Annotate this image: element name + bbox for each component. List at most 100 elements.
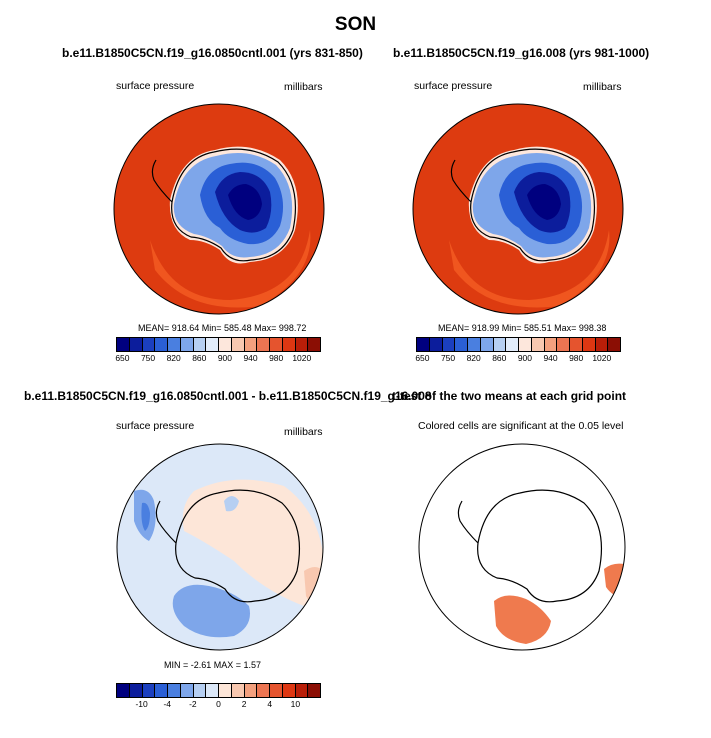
colorbar-swatch [142,684,156,697]
panel-3-colorbar: -10 -4 -2 0 2 4 10 [116,683,321,709]
colorbar-swatch [544,338,558,351]
panel-1-title: b.e11.B1850C5CN.f19_g16.0850cntl.001 (yr… [62,46,363,60]
colorbar-swatch [595,338,609,351]
colorbar-swatch [206,684,219,697]
colorbar-swatch [129,684,143,697]
colorbar-tick-label: 980 [569,353,584,363]
colorbar-tick-label: 860 [192,353,207,363]
panel-2-title: b.e11.B1850C5CN.f19_g16.008 (yrs 981-100… [393,46,650,60]
colorbar-swatch [168,684,181,697]
colorbar-tick-label: 940 [243,353,258,363]
panel-1-map [113,103,325,315]
colorbar-swatch [180,684,194,697]
panel-2-colorbar: 650 750 820 860 900 940 980 1020 [415,337,621,363]
colorbar-swatch [117,338,130,351]
colorbar-tick-label: 820 [166,353,181,363]
colorbar-tick-label: 2 [241,699,247,709]
colorbar-tick-label: 940 [543,353,558,363]
colorbar-tick-label: 1020 [292,353,312,363]
coastline [450,148,595,262]
map-boundary [412,103,624,315]
panel-3-stats: MIN = -2.61 MAX = 1.57 [164,660,262,670]
positive-region-east [304,567,323,611]
colorbar-swatch [193,338,207,351]
colorbar-swatch [455,338,468,351]
colorbar-swatch [206,338,219,351]
panel-2-units-label: millibars [583,81,622,93]
panel-1-variable-label: surface pressure [116,80,195,92]
colorbar-swatch [570,338,583,351]
colorbar-swatch [557,338,570,351]
colorbar-swatch [468,338,481,351]
colorbar-swatch [219,684,232,697]
coastline [151,148,296,262]
colorbar-swatch [244,684,258,697]
colorbar-swatch [506,338,519,351]
colorbar-tick-label: 860 [492,353,507,363]
colorbar-tick-label: 1020 [592,353,612,363]
coastline [155,489,300,603]
colorbar-swatch [270,338,283,351]
plateau-core [228,184,262,220]
colorbar-tick-label: -2 [189,699,197,709]
colorbar-swatch [257,684,270,697]
colorbar-tick-label: 750 [140,353,156,363]
panel-1-colorbar: 650 750 820 860 900 940 980 1020 [115,337,321,363]
map-boundary [113,103,325,315]
panel-4-title: t-test of the two means at each grid poi… [392,389,627,403]
colorbar-swatch [429,338,443,351]
colorbar-tick-label: 10 [290,699,301,709]
colorbar-swatch [282,684,296,697]
colorbar-swatch [257,338,270,351]
panel-3-map [116,443,324,651]
colorbar-swatch [608,338,620,351]
colorbar-swatch [282,338,296,351]
colorbar-tick-label: -10 [135,699,148,709]
colorbar-swatch [193,684,207,697]
colorbar-swatch [531,338,545,351]
panel-3-variable-label: surface pressure [116,420,195,432]
colorbar-swatch [442,338,456,351]
colorbar-swatch [129,338,143,351]
colorbar-swatch [155,684,168,697]
significant-region-south [494,595,551,644]
colorbar-tick-label: 650 [415,353,430,363]
colorbar-tick-label: -4 [163,699,172,709]
panel-2-stats: MEAN= 918.99 Min= 585.51 Max= 998.38 [438,323,607,333]
panel-1-units-label: millibars [284,81,323,93]
colorbar-swatch [417,338,430,351]
colorbar-tick-label: 650 [115,353,130,363]
panel-1-stats: MEAN= 918.64 Min= 585.48 Max= 998.72 [138,323,307,333]
negative-region-south [172,584,250,638]
colorbar-swatch [117,684,130,697]
colorbar-tick-label: 900 [217,353,232,363]
negative-core-west [141,502,150,531]
negative-region-north [224,496,239,512]
colorbar-swatch [231,684,245,697]
map-boundary [116,443,324,651]
colorbar-swatch [308,338,320,351]
colorbar-swatch [168,338,181,351]
colorbar-swatch [180,338,194,351]
colorbar-swatch [295,684,309,697]
colorbar-swatch [519,338,532,351]
colorbar-tick-label: 980 [269,353,284,363]
colorbar-swatch [219,338,232,351]
colorbar-swatch [582,338,596,351]
coastline [457,489,602,603]
colorbar-swatch [295,338,309,351]
panel-3-title: b.e11.B1850C5CN.f19_g16.0850cntl.001 - b… [24,389,432,403]
plateau-core [527,184,561,220]
colorbar-tick-label: 4 [267,699,273,709]
colorbar-swatch [142,338,156,351]
colorbar-swatch [480,338,494,351]
panel-2-map [412,103,624,315]
colorbar-swatch [155,338,168,351]
colorbar-tick-label: 900 [517,353,532,363]
map-boundary [418,443,626,651]
panel-4-subtitle: Colored cells are significant at the 0.0… [418,420,624,432]
colorbar-swatch [231,338,245,351]
colorbar-swatch [493,338,507,351]
colorbar-swatch [270,684,283,697]
panel-3-units-label: millibars [284,426,323,438]
